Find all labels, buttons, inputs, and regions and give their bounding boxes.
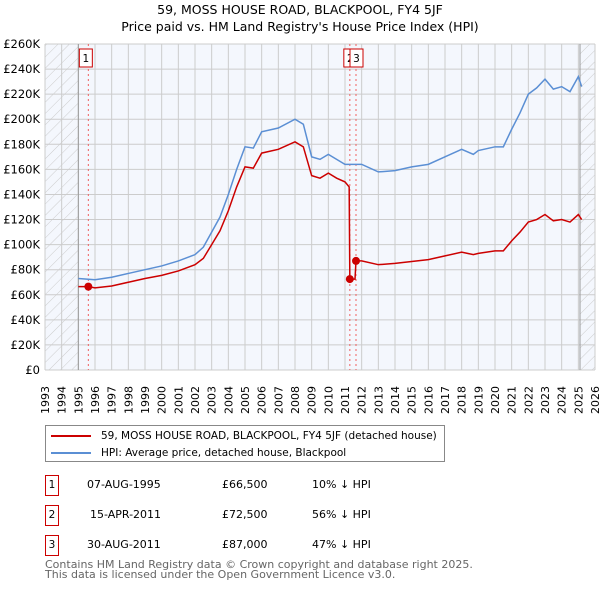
- x-tick-label: 2002: [189, 386, 202, 414]
- legend-swatch-property: [51, 435, 91, 437]
- x-tick-label: 2000: [156, 386, 169, 414]
- transaction-price: £72,500: [222, 508, 268, 521]
- transaction-label-box: [349, 48, 364, 68]
- hpi-line: [78, 74, 583, 281]
- y-tick-label: £260K: [3, 37, 40, 51]
- x-tick-label: 1994: [56, 386, 69, 414]
- chart-subtitle: Price paid vs. HM Land Registry's House …: [121, 19, 479, 34]
- x-tick-label: 2018: [456, 386, 469, 414]
- transaction-point: [345, 275, 354, 284]
- transaction-date: 30-AUG-2011: [87, 538, 161, 551]
- x-tick-label: 1995: [72, 386, 85, 414]
- price-paid-line: [78, 140, 583, 289]
- y-tick-label: £0: [25, 363, 40, 377]
- transaction-marker: 1: [45, 475, 59, 496]
- plot-background: [45, 44, 595, 370]
- x-tick-label: 2005: [239, 386, 252, 414]
- transaction-hpi-diff: 56% ↓ HPI: [312, 508, 371, 521]
- y-tick-label: £100K: [3, 238, 40, 252]
- x-tick-label: 2020: [489, 386, 502, 414]
- x-tick-label: 2021: [506, 386, 519, 414]
- price-chart: 1993 1994 1995 1996 1997 1998 1999 2000 2001 2002…: [3, 37, 600, 414]
- x-tick-label: 2024: [556, 386, 569, 414]
- transaction-label-box: [78, 48, 93, 68]
- x-tick-label: 2001: [172, 386, 185, 414]
- x-tick-label: 2017: [439, 386, 452, 414]
- transaction-row: 1 07-AUG-1995 £66,500 10% ↓ HPI: [45, 475, 465, 496]
- y-tick-label: £40K: [11, 313, 41, 327]
- legend-label-property: 59, MOSS HOUSE ROAD, BLACKPOOL, FY4 5JF …: [101, 430, 437, 442]
- x-tick-label: 1993: [39, 386, 52, 414]
- x-tick-label: 1998: [122, 386, 135, 414]
- x-tick-label: 2015: [406, 386, 419, 414]
- x-tick-label: 2008: [289, 386, 302, 414]
- legend-swatch-hpi: [51, 452, 91, 454]
- x-tick-label: 2013: [372, 386, 385, 414]
- transaction-label: 3: [353, 53, 360, 65]
- x-tick-label: 2026: [589, 386, 600, 414]
- transaction-marker: 2: [45, 505, 59, 526]
- transaction-marker: 3: [45, 535, 59, 556]
- x-tick-label: 2014: [389, 386, 402, 414]
- chart-title: 59, MOSS HOUSE ROAD, BLACKPOOL, FY4 5JF: [157, 2, 443, 17]
- y-tick-label: £180K: [3, 137, 40, 151]
- legend-label-hpi: HPI: Average price, detached house, Blac…: [101, 447, 347, 459]
- footer-licence: This data is licensed under the Open Gov…: [45, 568, 396, 581]
- y-tick-label: £20K: [11, 338, 41, 352]
- transaction-row: 2 15-APR-2011 £72,500 56% ↓ HPI: [45, 505, 465, 526]
- y-tick-label: £200K: [3, 112, 40, 126]
- footer-copyright: Contains HM Land Registry data © Crown c…: [45, 558, 473, 571]
- x-tick-label: 2025: [572, 386, 585, 414]
- x-tick-label: 2007: [272, 386, 285, 414]
- x-tick-label: 2019: [472, 386, 485, 414]
- y-tick-label: £80K: [11, 263, 41, 277]
- x-tick-label: 2023: [539, 386, 552, 414]
- transaction-hpi-diff: 10% ↓ HPI: [312, 478, 371, 491]
- transaction-row: 3 30-AUG-2011 £87,000 47% ↓ HPI: [45, 535, 465, 556]
- y-tick-label: £120K: [3, 213, 40, 227]
- y-tick-label: £160K: [3, 162, 40, 176]
- transaction-price: £66,500: [222, 478, 268, 491]
- transaction-point: [84, 282, 93, 291]
- x-tick-label: 1997: [106, 386, 119, 414]
- transaction-label: 1: [82, 53, 89, 65]
- x-tick-label: 1996: [89, 386, 102, 414]
- transaction-date: 07-AUG-1995: [87, 478, 161, 491]
- y-tick-label: £140K: [3, 187, 40, 201]
- x-tick-label: 2016: [422, 386, 435, 414]
- y-tick-label: £60K: [11, 288, 41, 302]
- x-tick-label: 2004: [222, 386, 235, 414]
- x-tick-label: 2011: [339, 386, 352, 414]
- x-tick-label: 1999: [139, 386, 152, 414]
- x-tick-label: 2006: [256, 386, 269, 414]
- x-tick-label: 2010: [322, 386, 335, 414]
- hatched-region: [580, 44, 595, 370]
- transaction-date: 15-APR-2011: [90, 508, 162, 521]
- y-tick-label: £220K: [3, 87, 40, 101]
- footer: Contains HM Land Registry data © Crown c…: [45, 558, 473, 581]
- transaction-point: [352, 256, 360, 265]
- x-tick-label: 2022: [522, 386, 535, 414]
- x-tick-label: 2003: [206, 386, 219, 414]
- y-tick-label: £240K: [3, 62, 40, 76]
- transaction-price: £87,000: [222, 538, 268, 551]
- transaction-hpi-diff: 47% ↓ HPI: [312, 538, 371, 551]
- x-tick-label: 2009: [306, 386, 319, 414]
- x-tick-label: 2012: [356, 386, 369, 414]
- chart-legend: 59, MOSS HOUSE ROAD, BLACKPOOL, FY4 5JF …: [45, 425, 445, 462]
